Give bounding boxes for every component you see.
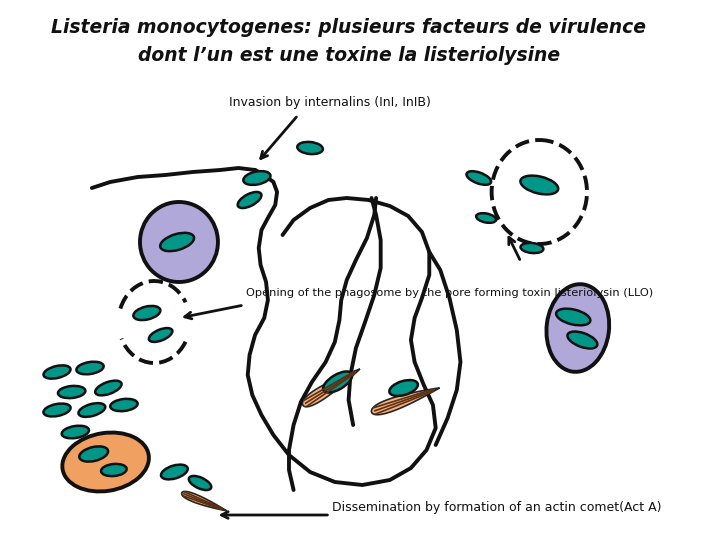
Ellipse shape — [546, 284, 609, 372]
Ellipse shape — [556, 309, 590, 325]
Ellipse shape — [243, 171, 271, 185]
Text: dont l’un est une toxine la listeriolysine: dont l’un est une toxine la listeriolysi… — [138, 46, 559, 65]
Ellipse shape — [43, 366, 71, 379]
Ellipse shape — [189, 476, 211, 490]
Text: Invasion by internalins (InI, InIB): Invasion by internalins (InI, InIB) — [229, 96, 431, 109]
Ellipse shape — [161, 464, 188, 480]
Ellipse shape — [567, 332, 598, 348]
Ellipse shape — [110, 399, 138, 411]
Ellipse shape — [467, 171, 491, 185]
Ellipse shape — [521, 176, 558, 194]
Polygon shape — [181, 491, 227, 511]
Ellipse shape — [140, 202, 218, 282]
Ellipse shape — [160, 233, 194, 251]
Ellipse shape — [78, 403, 105, 417]
Ellipse shape — [521, 243, 544, 253]
Ellipse shape — [133, 306, 161, 320]
Text: Dissemination by formation of an actin comet(Act A): Dissemination by formation of an actin c… — [332, 502, 662, 515]
Ellipse shape — [95, 381, 122, 395]
Ellipse shape — [149, 328, 172, 342]
Polygon shape — [302, 369, 360, 407]
Ellipse shape — [58, 386, 86, 398]
Text: Listeria monocytogenes: plusieurs facteurs de virulence: Listeria monocytogenes: plusieurs facteu… — [51, 18, 646, 37]
Ellipse shape — [476, 213, 496, 223]
Ellipse shape — [43, 403, 71, 416]
Ellipse shape — [238, 192, 261, 208]
Ellipse shape — [76, 362, 104, 374]
Ellipse shape — [63, 433, 149, 491]
Ellipse shape — [390, 380, 418, 396]
Ellipse shape — [323, 372, 352, 393]
Ellipse shape — [79, 447, 108, 462]
Ellipse shape — [62, 426, 89, 438]
Text: Opening of the phagosome by the pore forming toxin listeriolysin (LLO): Opening of the phagosome by the pore for… — [246, 288, 653, 298]
Polygon shape — [372, 388, 439, 415]
Ellipse shape — [101, 464, 127, 476]
Ellipse shape — [297, 142, 323, 154]
